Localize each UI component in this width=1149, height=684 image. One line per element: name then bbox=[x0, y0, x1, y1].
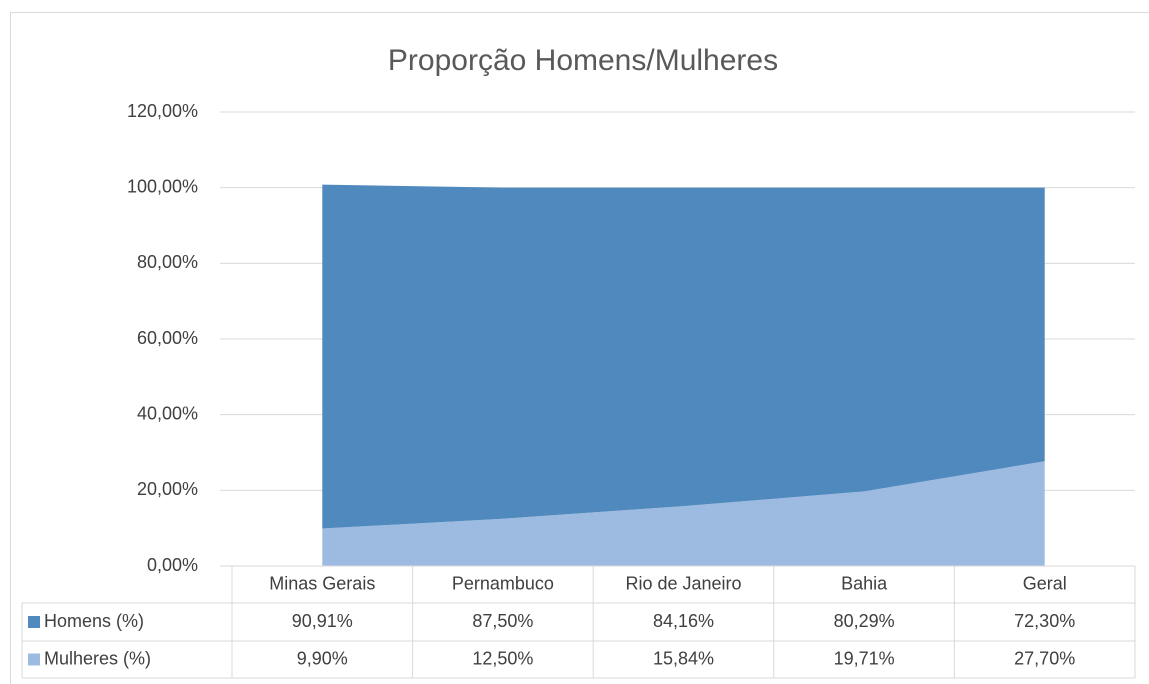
chart-title: Proporção Homens/Mulheres bbox=[388, 44, 778, 77]
legend-label: Homens (%) bbox=[44, 611, 144, 631]
y-tick-label: 80,00% bbox=[137, 252, 198, 272]
y-tick-label: 40,00% bbox=[137, 403, 198, 423]
legend-key bbox=[28, 616, 40, 628]
legend-label: Mulheres (%) bbox=[44, 648, 151, 668]
x-tick-label: Rio de Janeiro bbox=[625, 573, 741, 593]
x-tick-label: Minas Gerais bbox=[269, 573, 375, 593]
data-label: 84,16% bbox=[653, 611, 714, 631]
data-label: 90,91% bbox=[292, 611, 353, 631]
y-tick-label: 100,00% bbox=[127, 176, 198, 196]
x-tick-label: Pernambuco bbox=[452, 573, 554, 593]
y-tick-label: 0,00% bbox=[147, 555, 198, 575]
y-tick-label: 20,00% bbox=[137, 479, 198, 499]
data-label: 87,50% bbox=[472, 611, 533, 631]
data-label: 12,50% bbox=[472, 648, 533, 668]
x-tick-label: Geral bbox=[1023, 573, 1067, 593]
data-label: 19,71% bbox=[834, 648, 895, 668]
data-label: 9,90% bbox=[297, 648, 348, 668]
data-label: 15,84% bbox=[653, 648, 714, 668]
y-tick-label: 60,00% bbox=[137, 328, 198, 348]
y-tick-label: 120,00% bbox=[127, 101, 198, 121]
data-label: 27,70% bbox=[1014, 648, 1075, 668]
data-label: 80,29% bbox=[834, 611, 895, 631]
data-label: 72,30% bbox=[1014, 611, 1075, 631]
area bbox=[322, 461, 1045, 566]
x-tick-label: Bahia bbox=[841, 573, 888, 593]
legend-key bbox=[28, 653, 40, 666]
area bbox=[322, 184, 1045, 529]
